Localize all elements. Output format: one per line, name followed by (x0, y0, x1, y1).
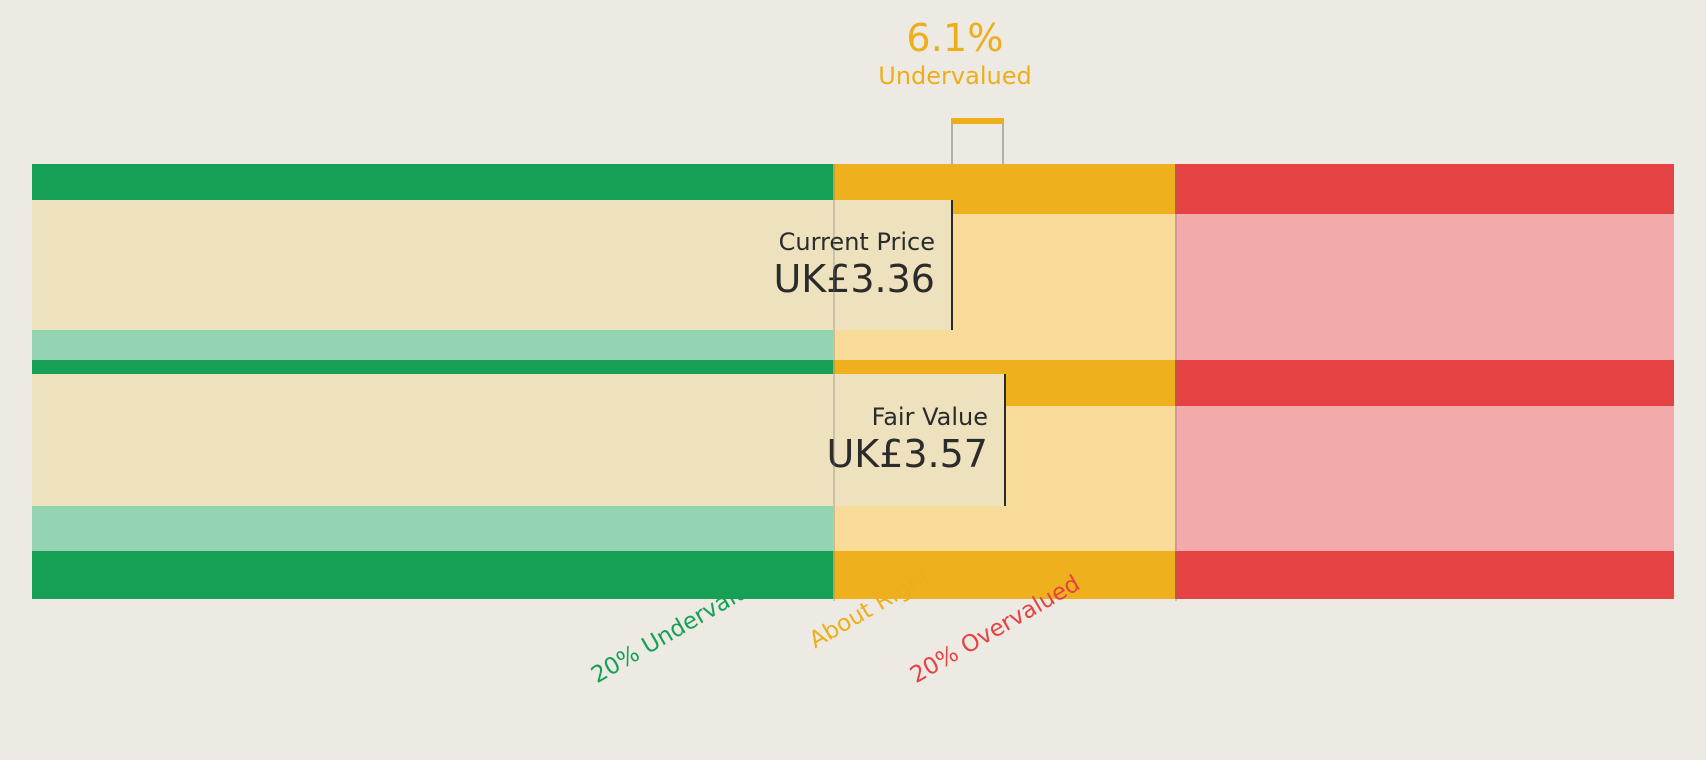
bar-fair-value[interactable]: Fair Value UK£3.57 (32, 374, 1006, 506)
bar-fair-value-title: Fair Value (871, 402, 988, 431)
bar-current-price-title: Current Price (778, 227, 935, 256)
zone-tick-undervalued-boundary (833, 164, 835, 601)
valuation-gap-bracket (951, 118, 1004, 166)
bar-fair-value-value: UK£3.57 (826, 432, 988, 477)
valuation-percent: 6.1% (906, 16, 1004, 60)
valuation-status: Undervalued (878, 62, 1032, 91)
plot-area: Current Price UK£3.36 Fair Value UK£3.57 (32, 164, 1674, 599)
bracket-top-bar (951, 118, 1004, 124)
bar-current-price-value: UK£3.36 (773, 257, 935, 302)
bar-current-price[interactable]: Current Price UK£3.36 (32, 200, 953, 330)
valuation-callout-text: 6.1% Undervalued (878, 16, 1032, 91)
zone-tick-overvalued-boundary (1175, 164, 1177, 601)
